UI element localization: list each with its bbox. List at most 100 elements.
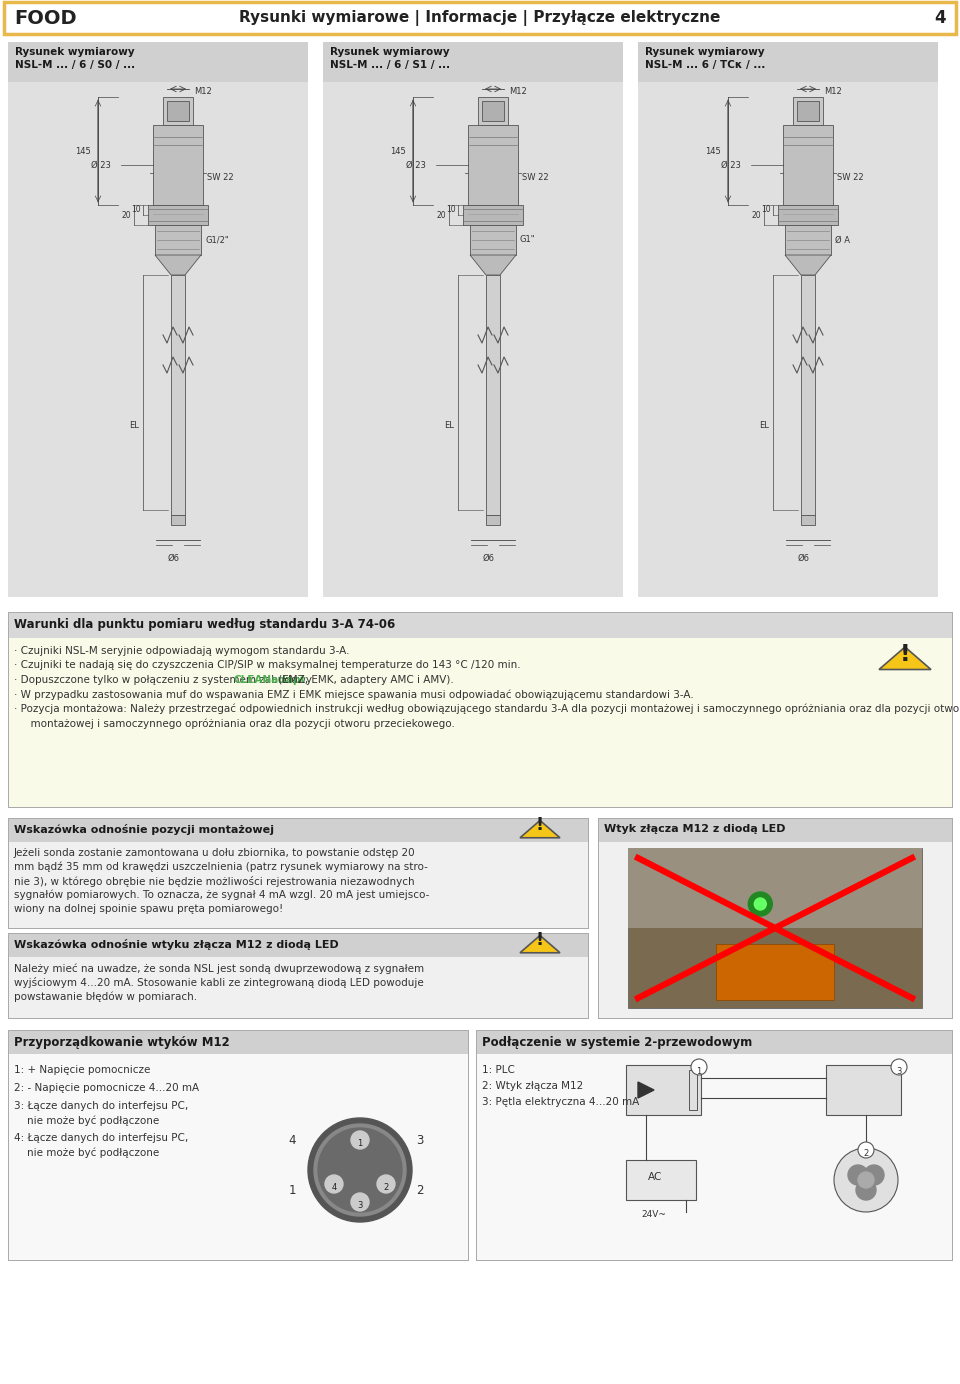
Circle shape xyxy=(864,1165,884,1185)
Text: SW 22: SW 22 xyxy=(522,173,548,181)
Circle shape xyxy=(748,893,772,916)
Text: Ø 23: Ø 23 xyxy=(406,161,426,169)
FancyBboxPatch shape xyxy=(171,515,185,525)
Text: Należy mieć na uwadze, że sonda NSL jest sondą dwuprzewodową z sygnałem: Należy mieć na uwadze, że sonda NSL jest… xyxy=(14,963,424,973)
Polygon shape xyxy=(470,255,516,275)
FancyBboxPatch shape xyxy=(8,612,952,807)
Text: nie może być podłączone: nie może być podłączone xyxy=(14,1147,159,1157)
FancyBboxPatch shape xyxy=(626,1066,701,1116)
Polygon shape xyxy=(520,821,560,837)
FancyBboxPatch shape xyxy=(8,1030,468,1055)
Circle shape xyxy=(314,1124,406,1217)
Circle shape xyxy=(308,1118,412,1222)
FancyBboxPatch shape xyxy=(598,818,952,841)
FancyBboxPatch shape xyxy=(0,0,960,36)
Text: 20: 20 xyxy=(437,210,446,220)
FancyBboxPatch shape xyxy=(797,101,819,120)
Text: M12: M12 xyxy=(194,87,212,97)
Text: 1: 1 xyxy=(288,1183,296,1197)
FancyBboxPatch shape xyxy=(167,101,189,120)
Text: 1: + Napięcie pomocnicze: 1: + Napięcie pomocnicze xyxy=(14,1066,151,1075)
Text: !: ! xyxy=(536,931,544,949)
Circle shape xyxy=(891,1059,907,1075)
FancyBboxPatch shape xyxy=(8,818,588,841)
Text: G1/2": G1/2" xyxy=(205,235,228,245)
Text: NSL-M ... 6 / TCκ / ...: NSL-M ... 6 / TCκ / ... xyxy=(645,60,765,71)
FancyBboxPatch shape xyxy=(470,226,516,255)
Text: AC: AC xyxy=(648,1172,662,1182)
Text: NSL-M ... / 6 / S0 / ...: NSL-M ... / 6 / S0 / ... xyxy=(15,60,135,71)
Circle shape xyxy=(377,1175,395,1193)
Circle shape xyxy=(858,1172,874,1187)
Text: Wskazówka odnośnie pozycji montażowej: Wskazówka odnośnie pozycji montażowej xyxy=(14,823,274,835)
Text: EL: EL xyxy=(130,421,139,429)
Circle shape xyxy=(834,1147,898,1212)
Text: 1: 1 xyxy=(357,1139,363,1149)
Polygon shape xyxy=(879,646,931,670)
Text: SW 22: SW 22 xyxy=(837,173,864,181)
FancyBboxPatch shape xyxy=(801,275,815,515)
Text: Ø6: Ø6 xyxy=(483,554,495,563)
FancyBboxPatch shape xyxy=(482,101,504,120)
Text: G1": G1" xyxy=(520,235,536,245)
Text: M12: M12 xyxy=(509,87,527,97)
FancyBboxPatch shape xyxy=(801,515,815,525)
Text: Jeżeli sonda zostanie zamontowana u dołu zbiornika, to powstanie odstęp 20: Jeżeli sonda zostanie zamontowana u dołu… xyxy=(14,848,416,858)
FancyBboxPatch shape xyxy=(155,226,201,255)
FancyBboxPatch shape xyxy=(486,515,500,525)
FancyBboxPatch shape xyxy=(638,42,938,82)
FancyBboxPatch shape xyxy=(785,226,831,255)
Text: 3: 3 xyxy=(417,1133,423,1146)
Text: 3: Łącze danych do interfejsu PC,: 3: Łącze danych do interfejsu PC, xyxy=(14,1102,188,1111)
Text: 1: PLC: 1: PLC xyxy=(482,1066,515,1075)
FancyBboxPatch shape xyxy=(163,97,193,125)
Circle shape xyxy=(691,1059,707,1075)
Text: Warunki dla punktu pomiaru według standardu 3-A 74-06: Warunki dla punktu pomiaru według standa… xyxy=(14,619,396,631)
FancyBboxPatch shape xyxy=(468,125,518,205)
Text: Ø 23: Ø 23 xyxy=(91,161,110,169)
FancyBboxPatch shape xyxy=(323,42,623,597)
Text: 3: Pętla elektryczna 4...20 mA: 3: Pętla elektryczna 4...20 mA xyxy=(482,1098,639,1107)
Text: Rysunki wymiarowe | Informacje | Przyłącze elektryczne: Rysunki wymiarowe | Informacje | Przyłąc… xyxy=(239,10,721,26)
Text: 4: 4 xyxy=(288,1133,296,1146)
FancyBboxPatch shape xyxy=(598,818,952,1019)
Text: 145: 145 xyxy=(706,147,721,155)
Text: EL: EL xyxy=(759,421,769,429)
Text: 3: 3 xyxy=(897,1067,901,1075)
Text: · Czujniki te nadają się do czyszczenia CIP/SIP w maksymalnej temperaturze do 14: · Czujniki te nadają się do czyszczenia … xyxy=(14,660,520,670)
Text: 2: 2 xyxy=(863,1150,869,1158)
Text: NSL-M ... / 6 / S1 / ...: NSL-M ... / 6 / S1 / ... xyxy=(330,60,450,71)
Text: nie może być podłączone: nie może być podłączone xyxy=(14,1116,159,1125)
Text: 2: Wtyk złącza M12: 2: Wtyk złącza M12 xyxy=(482,1081,584,1091)
FancyBboxPatch shape xyxy=(486,275,500,515)
FancyBboxPatch shape xyxy=(476,1030,952,1055)
Text: montażowej i samoczynnego opróżniania oraz dla pozycji otworu przeciekowego.: montażowej i samoczynnego opróżniania or… xyxy=(24,718,455,729)
Circle shape xyxy=(318,1128,402,1212)
Text: FOOD: FOOD xyxy=(14,8,77,28)
Text: Ø6: Ø6 xyxy=(798,554,810,563)
FancyBboxPatch shape xyxy=(826,1066,901,1116)
Polygon shape xyxy=(155,255,201,275)
FancyBboxPatch shape xyxy=(8,612,952,638)
Polygon shape xyxy=(638,1082,654,1098)
FancyBboxPatch shape xyxy=(783,125,833,205)
Text: Ø A: Ø A xyxy=(835,235,850,245)
Circle shape xyxy=(325,1175,343,1193)
Text: CLEANadapt: CLEANadapt xyxy=(234,675,306,685)
FancyBboxPatch shape xyxy=(153,125,203,205)
FancyBboxPatch shape xyxy=(148,205,208,226)
Circle shape xyxy=(755,898,766,911)
Text: 2: 2 xyxy=(383,1183,389,1193)
FancyBboxPatch shape xyxy=(171,275,185,515)
Text: Rysunek wymiarowy: Rysunek wymiarowy xyxy=(330,47,449,57)
Text: 145: 145 xyxy=(391,147,406,155)
Text: sygnałów pomiarowych. To oznacza, że sygnał 4 mA wzgl. 20 mA jest umiejsco-: sygnałów pomiarowych. To oznacza, że syg… xyxy=(14,890,429,901)
Text: · Pozycja montażowa: Należy przestrzegać odpowiednich instrukcji według obowiązu: · Pozycja montażowa: Należy przestrzegać… xyxy=(14,704,960,714)
Text: 145: 145 xyxy=(75,147,91,155)
Text: · Czujniki NSL-M seryjnie odpowiadają wymogom standardu 3-A.: · Czujniki NSL-M seryjnie odpowiadają wy… xyxy=(14,646,349,656)
Circle shape xyxy=(856,1181,876,1200)
Text: 20: 20 xyxy=(121,210,131,220)
Text: 3: 3 xyxy=(357,1201,363,1211)
Circle shape xyxy=(858,1142,874,1158)
Polygon shape xyxy=(785,255,831,275)
